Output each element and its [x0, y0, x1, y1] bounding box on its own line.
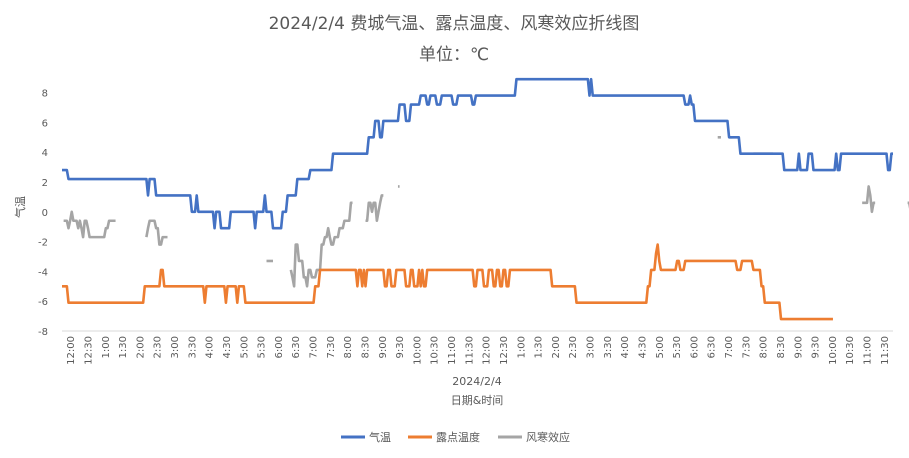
x-tick-label: 2:00: [551, 336, 562, 358]
x-tick-label: 9:00: [378, 336, 389, 358]
x-tick-label: 8:00: [343, 336, 354, 358]
series-segment: [289, 201, 353, 288]
x-tick-label: 7:00: [309, 336, 320, 358]
legend-label: 气温: [369, 430, 391, 444]
x-tick-label: 5:30: [257, 336, 268, 358]
y-tick-label: 2: [42, 178, 48, 189]
x-tick-label: 12:30: [83, 336, 94, 365]
x-tick-label: 6:00: [274, 336, 285, 358]
series-segment: [862, 185, 876, 214]
chart-title: 2024/2/4 费城气温、露点温度、风寒效应折线图: [269, 14, 640, 34]
x-tick-label: 3:30: [603, 336, 614, 358]
x-tick-label: 5:30: [672, 336, 683, 358]
x-tick-label: 4:30: [222, 336, 233, 358]
x-tick-label: 6:30: [707, 336, 718, 358]
chart-subtitle: 单位：℃: [419, 45, 489, 65]
x-tick-label: 10:00: [412, 336, 423, 365]
x-tick-label: 1:30: [118, 336, 129, 358]
x-tick-label: 9:30: [395, 336, 406, 358]
x-tick-label: 11:30: [464, 336, 475, 365]
x-tick-label: 4:30: [637, 336, 648, 358]
y-tick-label: 8: [42, 89, 48, 100]
y-axis-label: 气温: [13, 196, 27, 218]
x-tick-label: 5:00: [239, 336, 250, 358]
x-tick-label: 3:00: [170, 336, 181, 358]
series-line-0: [62, 77, 893, 230]
x-tick-label: 12:30: [499, 336, 510, 365]
legend-label: 露点温度: [436, 430, 480, 444]
x-axis-ticks: 12:00 12:30 1:00 1:30 2:00 2:30 3:00 3:30 4:00 4:…: [66, 336, 891, 365]
x-group-label: 2024/2/4: [452, 375, 501, 388]
series-segment: [365, 194, 384, 223]
y-axis-ticks: -8 -6 -4 -2 0 2 4 6 8: [38, 89, 48, 338]
y-tick-label: -4: [38, 267, 48, 278]
y-tick-label: 0: [42, 208, 48, 219]
x-tick-label: 2:30: [153, 336, 164, 358]
x-tick-label: 8:30: [360, 336, 371, 358]
x-tick-label: 2:30: [568, 336, 579, 358]
x-tick-label: 4:00: [620, 336, 631, 358]
y-tick-label: 6: [42, 118, 48, 129]
x-tick-label: 5:00: [655, 336, 666, 358]
x-tick-label: 7:30: [326, 336, 337, 358]
x-tick-label: 11:00: [863, 336, 874, 365]
x-tick-label: 7:00: [724, 336, 735, 358]
series-segment: [145, 219, 168, 246]
x-tick-label: 3:00: [586, 336, 597, 358]
series-segment: [63, 210, 116, 239]
x-tick-label: 10:00: [828, 336, 839, 365]
y-tick-label: 4: [42, 148, 48, 159]
x-tick-label: 6:00: [689, 336, 700, 358]
x-tick-label: 6:30: [291, 336, 302, 358]
x-tick-label: 8:30: [776, 336, 787, 358]
x-tick-label: 11:00: [447, 336, 458, 365]
x-tick-label: 10:30: [845, 336, 856, 365]
x-tick-label: 12:00: [66, 336, 77, 365]
plot-area: [62, 77, 909, 321]
x-tick-label: 12:00: [482, 336, 493, 365]
x-tick-label: 9:30: [811, 336, 822, 358]
y-tick-label: -8: [38, 327, 48, 338]
x-tick-label: 3:30: [187, 336, 198, 358]
x-axis-label: 日期&时间: [451, 394, 504, 407]
legend: 气温 露点温度 风寒效应: [341, 430, 570, 444]
x-tick-label: 1:00: [516, 336, 527, 358]
x-tick-label: 1:00: [101, 336, 112, 358]
y-tick-label: -2: [38, 238, 48, 249]
series-line-1: [62, 243, 833, 321]
x-tick-label: 11:30: [880, 336, 891, 365]
x-tick-label: 1:30: [534, 336, 545, 358]
x-tick-label: 8:00: [759, 336, 770, 358]
x-tick-label: 7:30: [741, 336, 752, 358]
x-tick-label: 4:00: [205, 336, 216, 358]
legend-label: 风寒效应: [526, 430, 570, 444]
x-tick-label: 9:00: [793, 336, 804, 358]
x-tick-label: 2:00: [135, 336, 146, 358]
y-tick-label: -6: [38, 297, 48, 308]
x-tick-label: 10:30: [430, 336, 441, 365]
